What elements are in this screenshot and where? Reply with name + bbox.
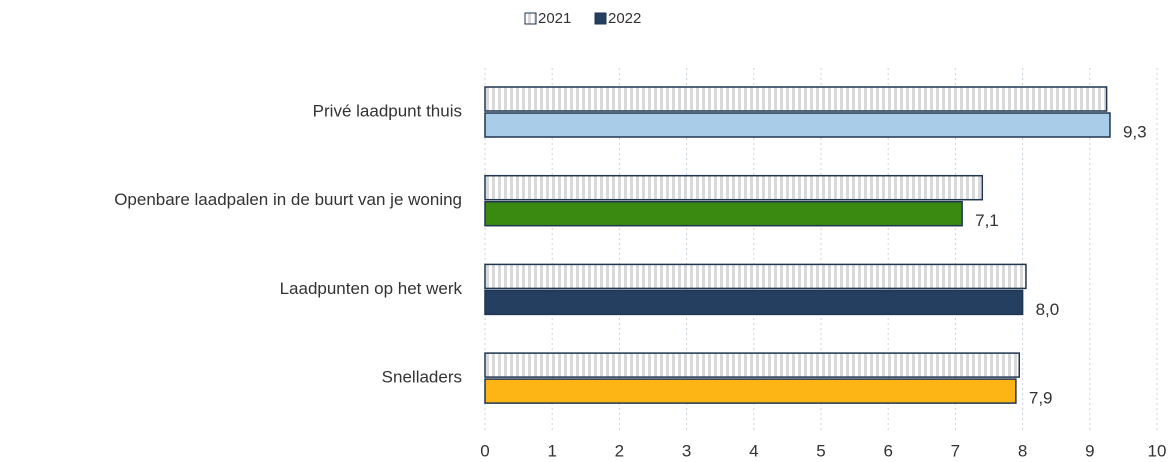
bar [484,112,1111,138]
legend-label: 2022 [608,10,641,27]
value-label: 8,0 [1036,300,1060,319]
legend-swatch [524,12,537,25]
x-tick-label: 4 [749,441,758,460]
bar [484,200,963,227]
bar [484,378,1017,404]
bar [484,289,1024,316]
x-tick-label: 1 [547,441,556,460]
x-tick-label: 2 [615,441,624,460]
x-tick-label: 6 [883,441,892,460]
x-tick-label: 7 [951,441,960,460]
legend-swatch [594,12,607,25]
legend-label: 2021 [538,10,571,27]
x-tick-label: 9 [1085,441,1094,460]
x-tick-label: 8 [1018,441,1027,460]
bar [484,86,1108,112]
category-label: Openbare laadpalen in de buurt van je wo… [114,190,462,209]
x-tick-label: 10 [1148,441,1167,460]
x-tick-label: 3 [682,441,691,460]
value-label: 7,9 [1029,389,1053,408]
value-label: 9,3 [1123,122,1147,141]
category-label: Privé laadpunt thuis [313,101,462,120]
bar [484,263,1027,290]
x-tick-label: 0 [480,441,489,460]
bar [484,174,984,201]
category-label: Laadpunten op het werk [280,279,463,298]
bar [484,352,1020,378]
x-tick-label: 5 [816,441,825,460]
category-label: Snelladers [382,368,462,387]
value-label: 7,1 [975,211,999,230]
